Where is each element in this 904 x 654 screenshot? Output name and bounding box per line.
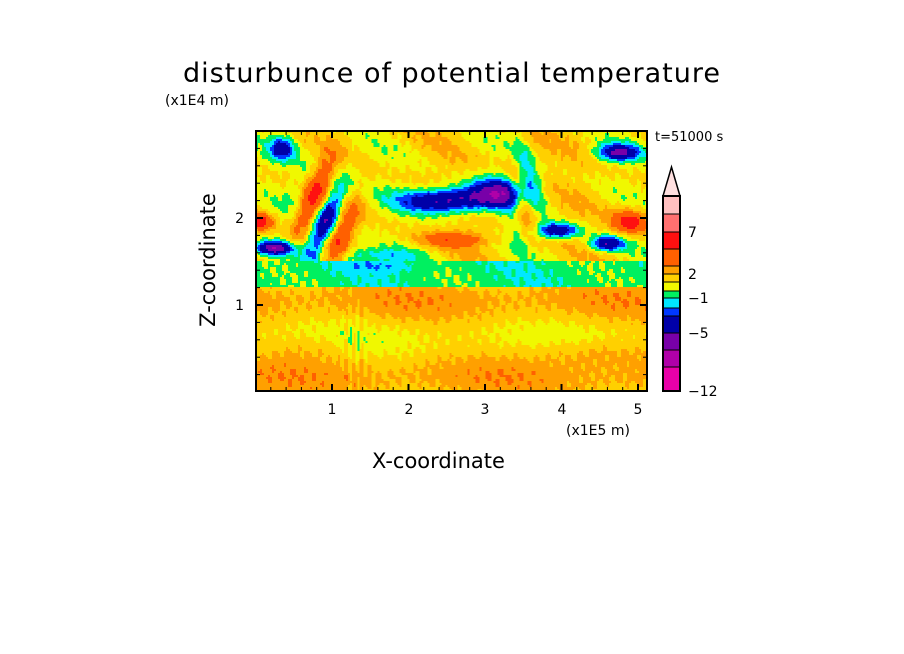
colorbar-box xyxy=(662,349,681,368)
axis-ticks xyxy=(256,131,647,391)
x-tick-label: 1 xyxy=(328,402,337,418)
x-tick-label: 3 xyxy=(481,402,490,418)
colorbar-box xyxy=(662,195,681,215)
colorbar xyxy=(661,164,682,392)
colorbar-box xyxy=(662,315,681,334)
colorbar-labels: 7 2 −1 −5 −12 xyxy=(688,225,718,400)
colorbar-box xyxy=(662,332,681,351)
colorbar-label: −12 xyxy=(688,384,718,400)
colorbar-box xyxy=(662,273,681,283)
colorbar-box xyxy=(662,290,681,299)
chart-title: disturbunce of potential temperature xyxy=(183,58,721,89)
z-axis-unit: (x1E4 m) xyxy=(165,93,229,109)
x-axis-unit: (x1E5 m) xyxy=(566,423,630,439)
x-tick-label: 2 xyxy=(405,402,414,418)
y-tick-label: 1 xyxy=(235,298,244,314)
x-tick-label: 4 xyxy=(558,402,567,418)
colorbar-box xyxy=(662,281,681,292)
colorbar-box xyxy=(662,248,681,267)
x-tick-labels: 1 2 3 4 5 xyxy=(328,402,643,418)
colorbar-extend-arrow xyxy=(661,164,682,197)
colorbar-label: 2 xyxy=(688,267,697,283)
colorbar-box xyxy=(662,213,681,233)
y-tick-label: 2 xyxy=(235,211,244,227)
y-tick-labels: 1 2 xyxy=(235,211,244,314)
colorbar-box xyxy=(662,265,681,275)
time-label: t=51000 s xyxy=(655,130,724,145)
x-tick-label: 5 xyxy=(634,402,643,418)
colorbar-label: −5 xyxy=(688,326,709,342)
colorbar-box xyxy=(662,366,681,392)
colorbar-box xyxy=(662,307,681,317)
colorbar-label: 7 xyxy=(688,225,697,241)
x-axis-label: X-coordinate xyxy=(372,449,505,473)
colorbar-box xyxy=(662,297,681,309)
colorbar-label: −1 xyxy=(688,291,709,307)
contour-field xyxy=(256,131,647,391)
colorbar-box xyxy=(662,231,681,250)
colorbar-frame xyxy=(662,195,681,392)
plot-frame xyxy=(255,130,648,392)
